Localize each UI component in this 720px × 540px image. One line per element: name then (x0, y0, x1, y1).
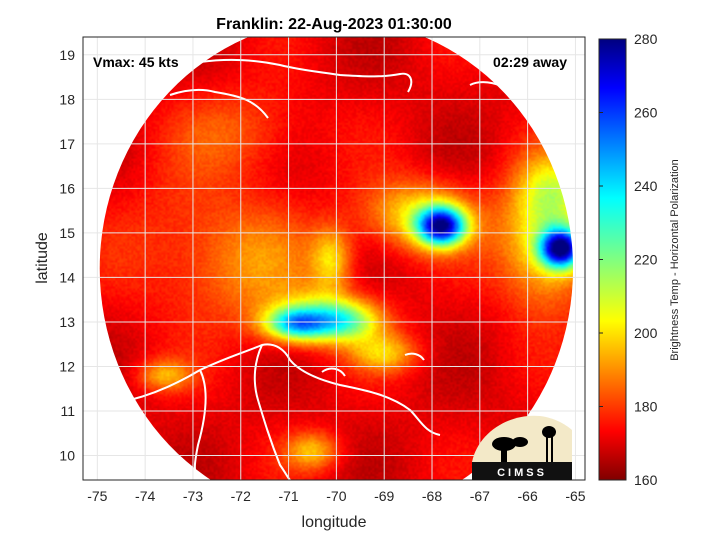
coastline-curacao (404, 352, 425, 361)
time-away-annotation: 02:29 away (493, 54, 567, 70)
cimss-logo-text: CIMSS (497, 467, 547, 479)
x-axis-ticks: -75 -74 -73 -72 -71 -70 -69 -68 -67 -66 -65 (87, 488, 586, 504)
colorbar-tick-label: 240 (634, 178, 658, 194)
coastline-haiti (169, 88, 269, 119)
x-tick-label: -65 (565, 488, 585, 504)
coastline-colombia (193, 369, 207, 480)
coastline-hispaniola (199, 58, 413, 93)
satellite-dish-icon (492, 437, 528, 462)
cimss-logo: CIMSS (472, 415, 572, 480)
grid (83, 37, 585, 480)
x-tick-label: -72 (231, 488, 251, 504)
coastline-maracaibo (253, 344, 291, 480)
axes-box (82, 36, 586, 481)
x-tick-label: -66 (518, 488, 538, 504)
y-tick-label: 11 (60, 403, 75, 419)
y-tick-label: 16 (59, 180, 75, 196)
coastlines (129, 58, 506, 480)
colorbar-tick-label: 260 (634, 105, 658, 121)
x-axis-label: longitude (302, 514, 367, 531)
x-tick-label: -75 (87, 488, 107, 504)
coastline-aruba (321, 367, 346, 377)
colorbar-ticks: 160 180 200 220 240 260 280 (599, 31, 658, 488)
colorbar-tick-label: 200 (634, 325, 658, 341)
colorbar-label: Brightness Temp - Horizontal Polarizatio… (669, 159, 681, 361)
x-tick-label: -69 (374, 488, 394, 504)
coastline-puerto-rico (469, 81, 506, 89)
colorbar (598, 38, 627, 481)
chart-title: Franklin: 22-Aug-2023 01:30:00 (216, 16, 452, 33)
x-tick-label: -73 (183, 488, 203, 504)
y-axis-label: latitude (34, 232, 51, 284)
y-tick-label: 17 (59, 136, 75, 152)
y-tick-label: 19 (59, 47, 75, 63)
water-tower-icon (542, 426, 556, 463)
y-tick-label: 10 (59, 448, 75, 464)
x-tick-label: -68 (422, 488, 442, 504)
x-tick-label: -70 (326, 488, 346, 504)
colorbar-tick-label: 220 (634, 252, 658, 268)
y-tick-label: 18 (59, 91, 75, 107)
colorbar-tick-label: 280 (634, 31, 658, 47)
x-tick-label: -74 (135, 488, 155, 504)
y-tick-label: 14 (59, 269, 75, 285)
y-tick-label: 15 (59, 225, 75, 241)
colorbar-tick-label: 160 (634, 472, 658, 488)
colorbar-tick-label: 180 (634, 399, 658, 415)
y-tick-label: 12 (59, 358, 75, 374)
x-tick-label: -71 (278, 488, 298, 504)
x-tick-label: -67 (470, 488, 490, 504)
y-axis-ticks: 10 11 12 13 14 15 16 17 18 19 (59, 47, 75, 464)
vmax-annotation: Vmax: 45 kts (93, 54, 179, 70)
y-tick-label: 13 (59, 314, 75, 330)
